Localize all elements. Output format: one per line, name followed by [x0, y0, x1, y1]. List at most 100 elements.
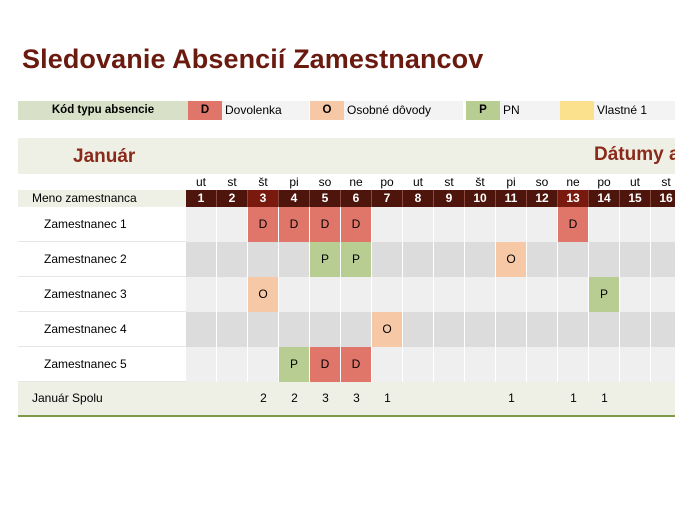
absence-cell[interactable] [341, 312, 372, 347]
absence-cell[interactable] [372, 207, 403, 242]
legend-code-p: P [466, 101, 500, 120]
absence-cell[interactable] [589, 207, 620, 242]
absence-sheet: Január Dátumy a Meno zamestnanca Január … [18, 138, 675, 418]
absence-cell[interactable] [589, 347, 620, 382]
day-number: 9 [434, 190, 465, 207]
absence-cell[interactable]: D [310, 347, 341, 382]
absence-cell[interactable] [217, 207, 248, 242]
absence-cell[interactable]: D [248, 207, 279, 242]
absence-cell[interactable] [620, 277, 651, 312]
absence-cell[interactable] [248, 312, 279, 347]
absence-cell[interactable] [527, 207, 558, 242]
absence-cell[interactable] [403, 347, 434, 382]
total-value: 1 [384, 391, 391, 405]
absence-cell[interactable] [403, 277, 434, 312]
absence-cell[interactable] [589, 242, 620, 277]
employee-name: Zamestnanec 1 [18, 207, 186, 242]
absence-cell[interactable] [496, 347, 527, 382]
row-separator [18, 381, 186, 382]
absence-cell[interactable] [651, 207, 675, 242]
total-value: 1 [570, 391, 577, 405]
absence-cell[interactable] [217, 277, 248, 312]
absence-cell[interactable] [620, 312, 651, 347]
absence-cell[interactable] [372, 347, 403, 382]
absence-cell[interactable] [465, 312, 496, 347]
absence-cell[interactable] [403, 312, 434, 347]
absence-cell[interactable] [403, 207, 434, 242]
absence-cell[interactable] [589, 312, 620, 347]
total-value [651, 382, 675, 415]
legend-code-custom1 [560, 101, 594, 120]
absence-cell[interactable] [310, 312, 341, 347]
absence-cell[interactable] [527, 277, 558, 312]
absence-cell[interactable] [620, 242, 651, 277]
absence-cell[interactable] [651, 312, 675, 347]
absence-cell[interactable] [217, 242, 248, 277]
absence-cell[interactable]: O [248, 277, 279, 312]
legend-desc-o: Osobné dôvody [344, 101, 463, 120]
day-name: ut [403, 174, 433, 190]
total-label: Január Spolu [32, 391, 103, 405]
employee-name-header: Meno zamestnanca [18, 190, 186, 207]
absence-cell[interactable] [434, 347, 465, 382]
absence-cell[interactable]: D [341, 347, 372, 382]
absence-cell[interactable] [186, 207, 217, 242]
absence-cell[interactable] [527, 242, 558, 277]
absence-cell[interactable] [496, 277, 527, 312]
absence-cell[interactable] [620, 207, 651, 242]
absence-cell[interactable] [558, 347, 589, 382]
absence-cell[interactable] [527, 312, 558, 347]
absence-cell[interactable] [372, 242, 403, 277]
absence-cell[interactable] [341, 277, 372, 312]
absence-cell[interactable] [558, 277, 589, 312]
absence-cell[interactable] [434, 277, 465, 312]
absence-cell[interactable] [651, 242, 675, 277]
absence-cell[interactable]: P [279, 347, 310, 382]
day-name: pi [496, 174, 526, 190]
absence-cell[interactable] [279, 312, 310, 347]
absence-cell[interactable] [496, 207, 527, 242]
absence-cell[interactable] [558, 312, 589, 347]
absence-cell[interactable] [248, 242, 279, 277]
absence-cell[interactable] [465, 347, 496, 382]
absence-cell[interactable] [403, 242, 434, 277]
day-name: št [465, 174, 495, 190]
row-separator [18, 346, 186, 347]
absence-cell[interactable] [651, 347, 675, 382]
absence-cell[interactable] [310, 277, 341, 312]
absence-cell[interactable] [558, 242, 589, 277]
absence-cell[interactable] [279, 277, 310, 312]
absence-cell[interactable] [465, 242, 496, 277]
absence-cell[interactable] [186, 347, 217, 382]
absence-cell[interactable] [434, 312, 465, 347]
absence-cell[interactable]: P [341, 242, 372, 277]
absence-cell[interactable] [217, 347, 248, 382]
absence-cell[interactable] [186, 312, 217, 347]
absence-cell[interactable]: O [372, 312, 403, 347]
day-name: pi [279, 174, 309, 190]
absence-cell[interactable]: O [496, 242, 527, 277]
absence-cell[interactable] [465, 277, 496, 312]
absence-cell[interactable] [279, 242, 310, 277]
absence-cell[interactable] [434, 242, 465, 277]
absence-cell[interactable] [465, 207, 496, 242]
absence-cell[interactable] [620, 347, 651, 382]
absence-cell[interactable] [186, 277, 217, 312]
absence-cell[interactable]: D [558, 207, 589, 242]
absence-cell[interactable]: D [341, 207, 372, 242]
absence-cell[interactable] [651, 277, 675, 312]
absence-cell[interactable] [372, 277, 403, 312]
day-name: so [527, 174, 557, 190]
absence-cell[interactable] [434, 207, 465, 242]
absence-cell[interactable] [496, 312, 527, 347]
absence-cell[interactable] [217, 312, 248, 347]
absence-cell[interactable]: P [589, 277, 620, 312]
absence-cell[interactable]: D [279, 207, 310, 242]
absence-cell[interactable]: D [310, 207, 341, 242]
absence-cell[interactable] [527, 347, 558, 382]
day-number: 10 [465, 190, 496, 207]
total-value [465, 382, 496, 415]
absence-cell[interactable]: P [310, 242, 341, 277]
absence-cell[interactable] [248, 347, 279, 382]
absence-cell[interactable] [186, 242, 217, 277]
